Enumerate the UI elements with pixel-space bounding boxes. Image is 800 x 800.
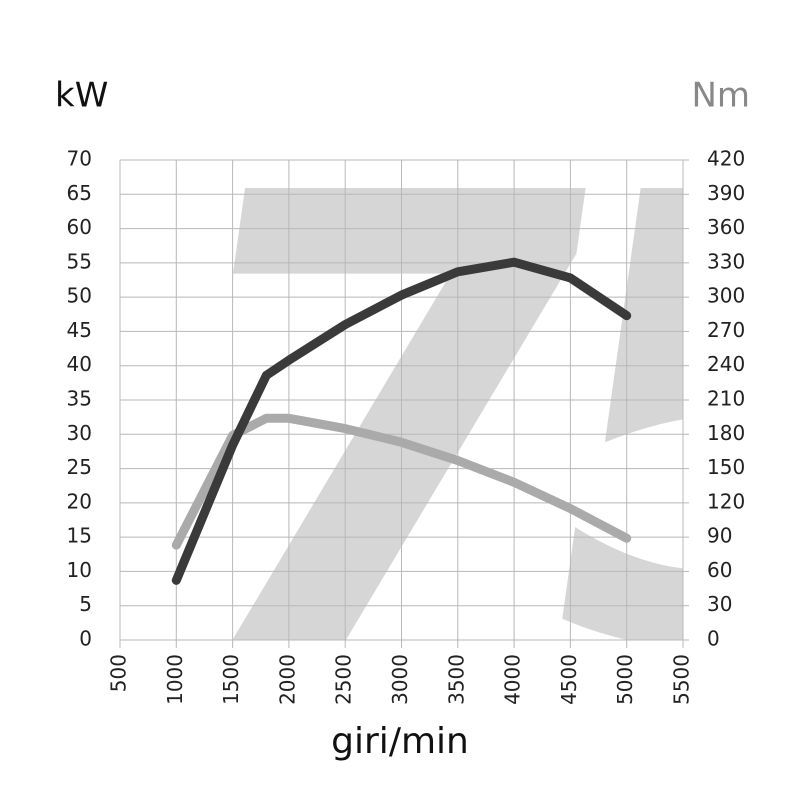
y2-tick-label: 300	[707, 284, 745, 308]
y-tick-label: 30	[67, 421, 92, 445]
x-tick-label: 3500	[444, 654, 468, 705]
y-tick-label: 55	[67, 249, 92, 273]
x-tick-label: 2000	[275, 654, 299, 705]
y2-tick-label: 420	[707, 147, 745, 171]
series-line	[171, 413, 632, 550]
y-tick-label: 25	[67, 455, 92, 479]
y2-tick-label: 30	[707, 592, 732, 616]
y2-tick-label: 150	[707, 455, 745, 479]
y2-axis-label: Nm	[691, 76, 750, 116]
y2-tick-label: 0	[707, 627, 720, 651]
y-tick-label: 50	[67, 284, 92, 308]
series-line	[171, 257, 632, 585]
x-tick-label: 4500	[557, 654, 581, 705]
y2-tick-label: 120	[707, 489, 745, 513]
y-tick-label: 70	[67, 147, 92, 171]
x-tick-label: 4000	[501, 654, 525, 705]
y2-tick-label: 330	[707, 249, 745, 273]
x-tick-label: 2500	[332, 654, 356, 705]
x-tick-label: 3000	[388, 654, 412, 705]
y-tick-label: 65	[67, 181, 92, 205]
y2-tick-label: 180	[707, 421, 745, 445]
y2-tick-label: 270	[707, 318, 745, 342]
y-tick-label: 15	[67, 524, 92, 548]
y-tick-label: 10	[67, 558, 92, 582]
y2-tick-label: 360	[707, 215, 745, 239]
y-tick-label: 20	[67, 489, 92, 513]
y2-tick-label: 240	[707, 352, 745, 376]
y2-tick-label: 60	[707, 558, 732, 582]
x-tick-label: 500	[107, 654, 131, 692]
y-axis-label: kW	[55, 76, 108, 116]
y2-tick-label: 90	[707, 524, 732, 548]
y2-tick-label: 390	[707, 181, 745, 205]
y-tick-label: 5	[79, 592, 92, 616]
x-tick-label: 5000	[613, 654, 637, 705]
x-tick-label: 1000	[163, 654, 187, 705]
x-tick-label: 5500	[670, 654, 694, 705]
y-tick-label: 60	[67, 215, 92, 239]
y-tick-label: 45	[67, 318, 92, 342]
y-tick-label: 40	[67, 352, 92, 376]
x-tick-label: 1500	[219, 654, 243, 705]
y-tick-label: 35	[67, 387, 92, 411]
y-tick-label: 0	[79, 627, 92, 651]
x-axis-label: giri/min	[331, 721, 469, 762]
y2-tick-label: 210	[707, 387, 745, 411]
